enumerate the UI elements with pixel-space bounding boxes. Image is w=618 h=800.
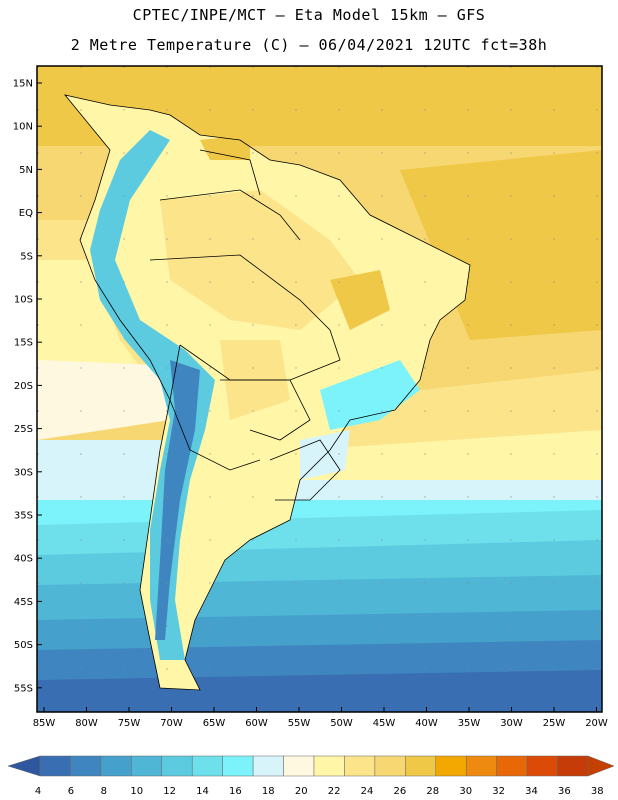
colorbar-tick-label: 22 [328, 786, 341, 797]
country-borders [63, 94, 471, 691]
lat-label: EQ [19, 208, 33, 219]
colorbar-swatch [374, 755, 406, 777]
colorbar-swatch [405, 755, 437, 777]
colorbar-tick-label: 28 [426, 786, 439, 797]
lon-label: 55W [288, 718, 311, 729]
lat-label: 10N [13, 122, 33, 133]
lat-label: 55S [14, 683, 33, 694]
colorbar-swatch [100, 755, 132, 777]
lat-label: 30S [14, 467, 33, 478]
colorbar-swatch [39, 755, 71, 777]
latitude-axis: 15N 10N 5N EQ 5S 10S 15S 20S 25S 30S 35S 40S 45S 50S 5… [13, 79, 42, 694]
lat-label: 10S [14, 295, 33, 306]
lat-label: 5S [20, 251, 33, 262]
lon-label: 50W [330, 718, 353, 729]
colorbar-tick-label: 8 [101, 786, 107, 797]
title-line-1: CPTEC/INPE/MCT – Eta Model 15km – GFS [132, 6, 486, 24]
lat-label: 20S [14, 381, 33, 392]
colorbar-tick-label: 26 [394, 786, 407, 797]
colorbar-tick-label: 34 [525, 786, 538, 797]
colorbar-tick-label: 20 [295, 786, 308, 797]
colorbar-tick-label: 10 [130, 786, 143, 797]
lat-label: 50S [14, 640, 33, 651]
colorbar-tick-label: 32 [492, 786, 505, 797]
colorbar-swatch [222, 755, 254, 777]
lon-label: 65W [203, 718, 226, 729]
lat-label: 45S [14, 597, 33, 608]
lon-label: 25W [543, 718, 566, 729]
colorbar-swatch [435, 755, 467, 777]
lat-label: 35S [14, 511, 33, 522]
lon-label: 80W [75, 718, 98, 729]
colorbar-swatch [70, 755, 102, 777]
colorbar-swatch [252, 755, 284, 777]
lon-label: 70W [160, 718, 183, 729]
lon-label: 60W [245, 718, 268, 729]
colorbar-tick-label: 30 [459, 786, 472, 797]
colorbar-min-arrow [7, 755, 41, 777]
lon-label: 85W [33, 718, 56, 729]
colorbar-tick-label: 18 [262, 786, 275, 797]
lat-label: 40S [14, 554, 33, 565]
colorbar-tick-label: 12 [163, 786, 176, 797]
colorbar-swatch [465, 755, 497, 777]
temperature-field [37, 66, 602, 712]
longitude-axis: 85W 80W 75W 70W 65W 60W 55W 50W 45W 40W 35W 30W 25W 2… [33, 707, 608, 729]
lon-label: 20W [585, 718, 608, 729]
lat-label: 15N [13, 79, 33, 90]
colorbar-tick-label: 38 [591, 786, 604, 797]
colorbar-tick-label: 14 [196, 786, 209, 797]
lon-label: 75W [118, 718, 141, 729]
colorbar-swatch [313, 755, 345, 777]
lat-label: 25S [14, 424, 33, 435]
colorbar-tick-label: 6 [68, 786, 74, 797]
colorbar-swatch [161, 755, 193, 777]
colorbar-swatch [131, 755, 163, 777]
title-line-2: 2 Metre Temperature (C) – 06/04/2021 12U… [70, 36, 548, 54]
colorbar-tick-label: 4 [35, 786, 41, 797]
colorbar [7, 755, 615, 777]
colorbar-tick-label: 24 [361, 786, 374, 797]
colorbar-swatch [526, 755, 558, 777]
colorbar-swatch [344, 755, 376, 777]
colorbar-labels: 4 6 8 10 12 14 16 18 20 22 24 26 28 30 32 34 36 38 [35, 786, 604, 797]
lon-label: 35W [458, 718, 481, 729]
colorbar-swatch [191, 755, 223, 777]
lat-label: 5N [19, 165, 33, 176]
lon-label: 45W [373, 718, 396, 729]
colorbar-tick-label: 16 [229, 786, 242, 797]
colorbar-tick-label: 36 [558, 786, 571, 797]
lon-label: 40W [415, 718, 438, 729]
colorbar-swatch [496, 755, 528, 777]
colorbar-max-arrow [587, 755, 615, 777]
map-frame [36, 65, 603, 713]
lon-label: 30W [500, 718, 523, 729]
colorbar-swatch [557, 755, 589, 777]
lat-label: 15S [14, 338, 33, 349]
colorbar-swatch [283, 755, 315, 777]
